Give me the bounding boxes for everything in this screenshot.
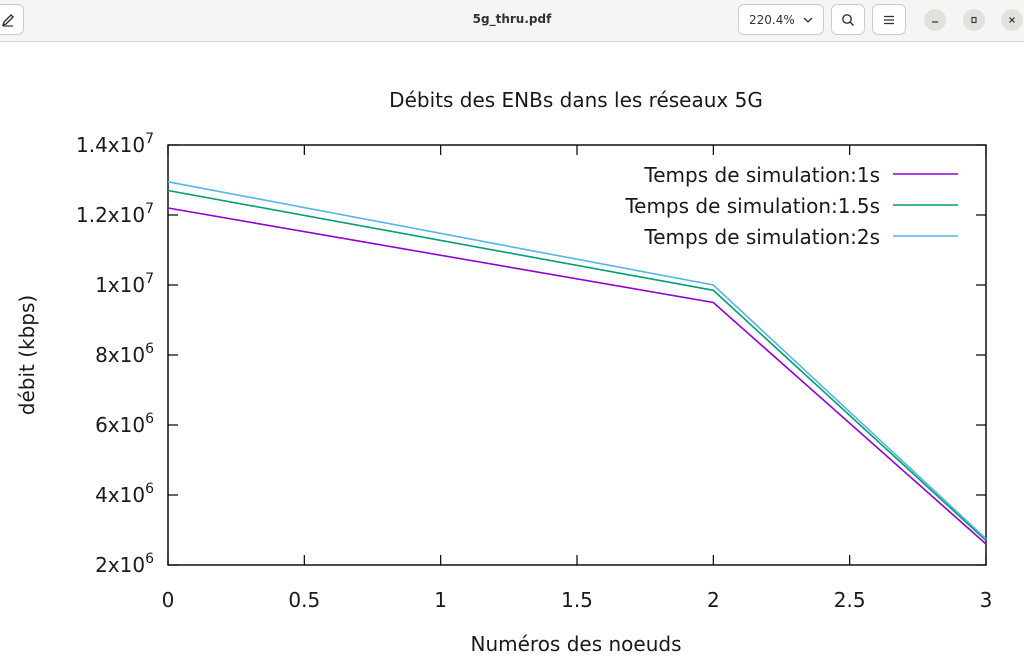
title-bar: 5g_thru.pdf 220.4% — [0, 0, 1024, 42]
y-tick-mantissa: 1.4x10 — [76, 133, 145, 157]
series-line-2 — [167, 189, 987, 542]
y-axis-label: débit (kbps) — [15, 295, 39, 415]
y-tick-label: 2x106 — [95, 551, 154, 577]
y-tick-exponent: 7 — [145, 201, 154, 217]
y-tick-label: 1.4x107 — [76, 131, 154, 157]
zoom-level-button[interactable]: 220.4% — [738, 4, 824, 35]
x-tick-label: 0.5 — [288, 588, 320, 612]
y-tick-mantissa: 2x10 — [95, 553, 145, 577]
chevron-down-icon — [803, 17, 813, 23]
y-tick-label: 1.2x107 — [76, 201, 154, 227]
y-tick-mantissa: 1.2x10 — [76, 203, 145, 227]
y-tick-exponent: 6 — [145, 551, 154, 567]
annotate-button[interactable] — [0, 4, 24, 35]
legend-label: Temps de simulation:2s — [643, 225, 880, 249]
axis-ticks: 0 0.5 1 1.5 2 2.5 32x1064x1066x1068x1061x1071.… — [76, 131, 992, 612]
maximize-button[interactable] — [963, 9, 985, 31]
x-tick-label: 0 — [162, 588, 175, 612]
chart-title: Débits des ENBs dans les réseaux 5G — [389, 88, 763, 112]
x-tick-label: 1 — [434, 588, 447, 612]
y-tick-mantissa: 8x10 — [95, 343, 145, 367]
legend-label: Temps de simulation:1s — [643, 163, 880, 187]
y-tick-exponent: 7 — [145, 271, 154, 287]
close-icon — [1009, 17, 1015, 23]
document-title: 5g_thru.pdf — [472, 12, 552, 26]
legend: Temps de simulation:1s Temps de simulatio… — [624, 163, 958, 249]
y-tick-exponent: 6 — [145, 341, 154, 357]
series-line-3 — [167, 181, 987, 540]
maximize-icon — [971, 16, 977, 24]
x-tick-label: 3 — [980, 588, 993, 612]
minimize-icon — [932, 21, 938, 23]
main-menu-button[interactable] — [872, 4, 906, 35]
pencil-icon — [1, 13, 14, 27]
search-button[interactable] — [831, 4, 865, 35]
throughput-line-chart: Débits des ENBs dans les réseaux 5G 0 0.5… — [15, 88, 992, 656]
y-tick-exponent: 7 — [145, 131, 154, 147]
y-tick-exponent: 6 — [145, 411, 154, 427]
series-lines — [167, 181, 987, 545]
y-tick-label: 4x106 — [95, 481, 154, 507]
hamburger-menu-icon — [884, 15, 894, 24]
x-tick-label: 2.5 — [834, 588, 866, 612]
x-tick-label: 2 — [707, 588, 720, 612]
document-view[interactable]: Débits des ENBs dans les réseaux 5G 0 0.5… — [0, 42, 1024, 667]
y-tick-mantissa: 1x10 — [95, 273, 145, 297]
x-axis-label: Numéros des noeuds — [470, 632, 681, 656]
series-line-1 — [167, 207, 987, 545]
y-tick-label: 1x107 — [95, 271, 154, 297]
legend-label: Temps de simulation:1.5s — [624, 194, 880, 218]
zoom-level-value: 220.4% — [749, 12, 795, 27]
search-icon — [842, 13, 855, 26]
minimize-button[interactable] — [924, 9, 946, 31]
x-tick-label: 1.5 — [561, 588, 593, 612]
y-tick-exponent: 6 — [145, 481, 154, 497]
y-tick-label: 6x106 — [95, 411, 154, 437]
close-button[interactable] — [1001, 9, 1023, 31]
y-tick-label: 8x106 — [95, 341, 154, 367]
y-tick-mantissa: 4x10 — [95, 483, 145, 507]
y-tick-mantissa: 6x10 — [95, 413, 145, 437]
